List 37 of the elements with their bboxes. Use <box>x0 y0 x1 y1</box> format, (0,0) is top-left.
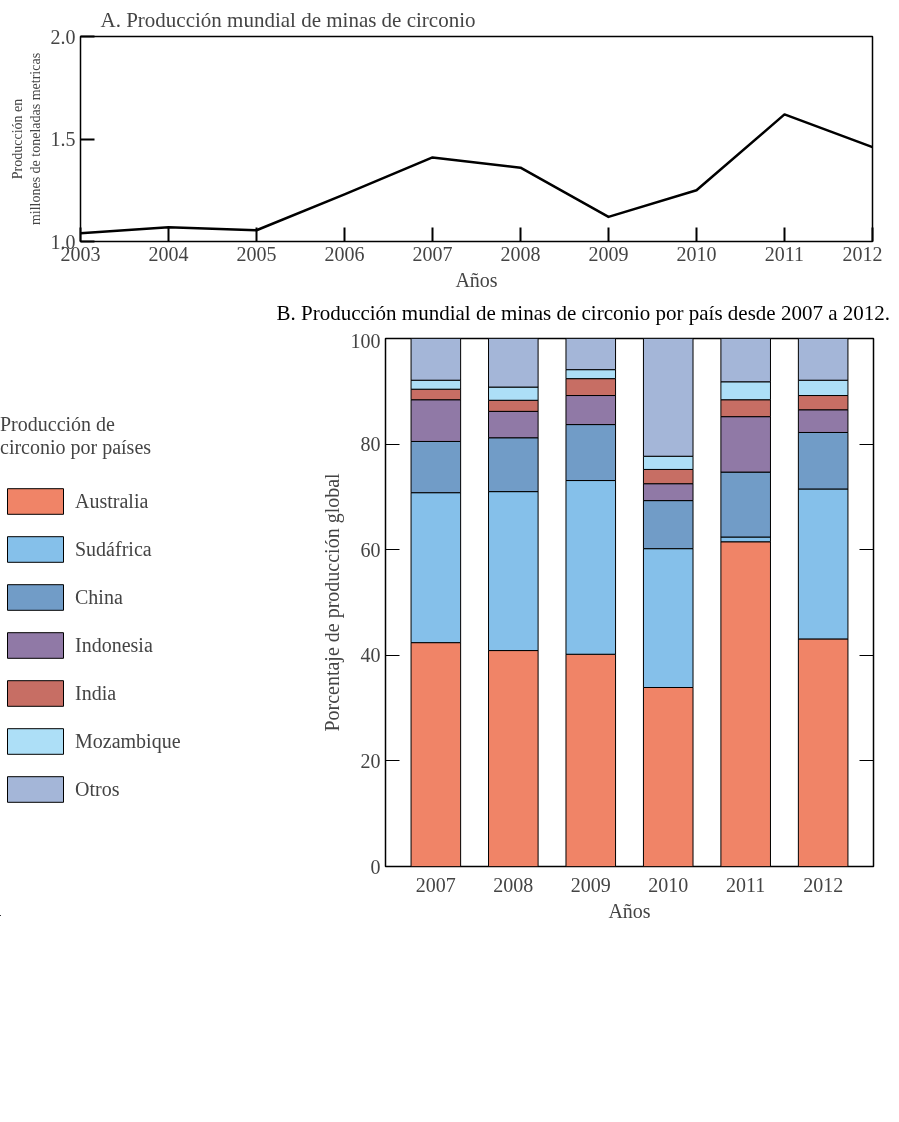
y-axis-title: Porcentaje de producción global <box>320 472 344 732</box>
x-tick-label: 2012 <box>842 242 883 265</box>
x-tick-label: 2004 <box>148 242 189 265</box>
x-tick-label: 2006 <box>324 242 365 265</box>
x-tick-label: 2011 <box>764 242 805 265</box>
y-tick-label: 100 <box>350 329 381 352</box>
y-tick-label: 0 <box>370 855 381 878</box>
legend-label: Australia <box>75 488 149 514</box>
legend-label: Sudáfrica <box>75 536 152 562</box>
x-tick-label: 2010 <box>648 873 689 896</box>
y-tick-label: 80 <box>360 433 381 456</box>
y-tick-label: 40 <box>360 644 381 667</box>
x-tick-label: 2009 <box>588 242 629 265</box>
x-tick-label: 2008 <box>493 873 534 896</box>
x-tick-label: 2005 <box>236 242 277 265</box>
y-tick-label: 20 <box>360 749 381 772</box>
x-axis-title: Años <box>608 899 651 922</box>
legend-label: China <box>75 584 123 610</box>
legend-label: Indonesia <box>75 632 153 658</box>
x-tick-label: 2012 <box>803 873 844 896</box>
legend-label: Otros <box>75 776 120 802</box>
legend-label: Mozambique <box>75 728 181 755</box>
y-tick-label: 60 <box>360 538 381 561</box>
x-tick-label: 2008 <box>500 242 541 265</box>
x-tick-label: 2009 <box>570 873 611 896</box>
legend-title: Producción de circonio por países <box>0 413 153 459</box>
y-axis-title: Producción en millones de toneladas metricas <box>9 52 43 226</box>
x-tick-label: 2011 <box>726 873 766 896</box>
legend-label: India <box>75 680 117 706</box>
y-tick-label: 1.5 <box>50 128 76 150</box>
chart-title: A. Producción mundial de minas de circonio <box>100 7 476 32</box>
y-tick-label: 2.0 <box>50 25 76 48</box>
x-axis-title: Años <box>455 268 498 291</box>
x-tick-label: 2007 <box>415 873 456 896</box>
x-tick-label: 2007 <box>412 242 453 265</box>
chart-title: B. Producción mundial de minas de circonio por país desde 2007 a 2012. <box>276 300 890 327</box>
x-tick-label: 2010 <box>676 242 717 265</box>
